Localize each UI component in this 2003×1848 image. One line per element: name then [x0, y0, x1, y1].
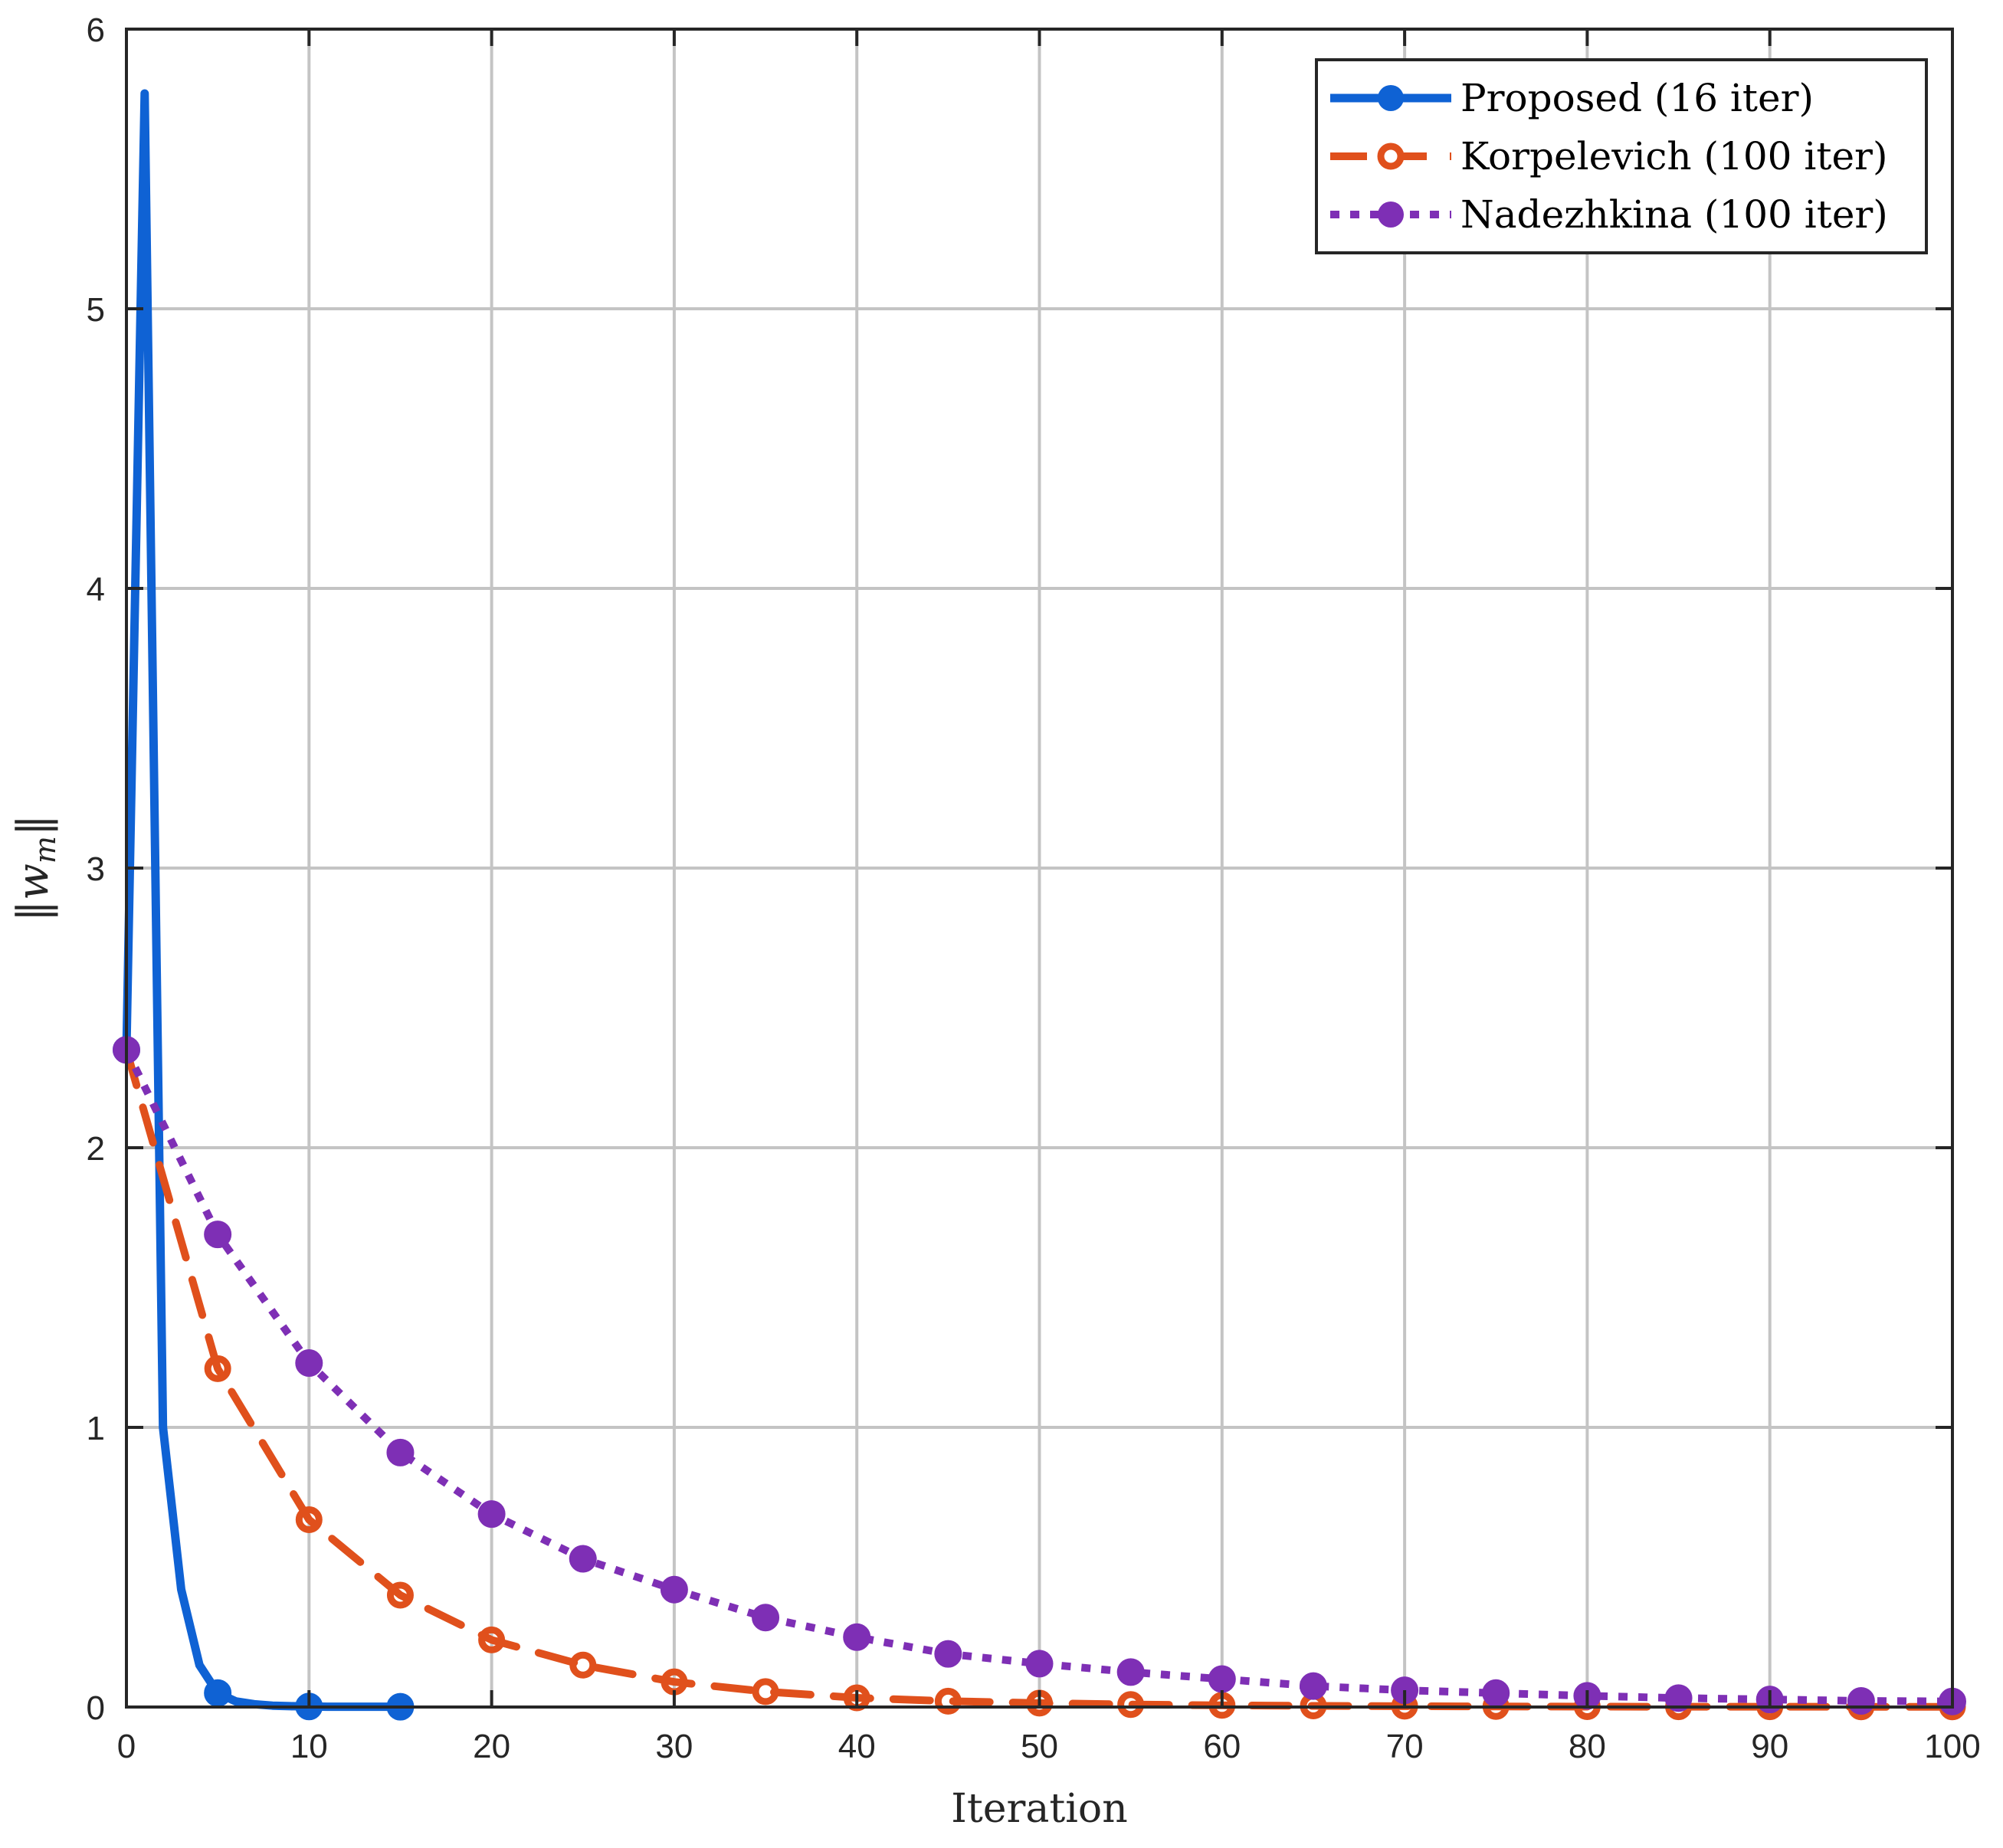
x-tick-label: 80 [1569, 1728, 1606, 1765]
data-point [1117, 1691, 1145, 1719]
x-tick-label: 100 [1924, 1728, 1980, 1765]
y-tick-label: 6 [87, 11, 105, 49]
series-proposed [113, 89, 415, 1721]
x-tick-label: 90 [1751, 1728, 1788, 1765]
legend-label: Proposed (16 iter) [1460, 76, 1814, 120]
data-point [204, 1679, 232, 1707]
x-tick-label: 40 [838, 1728, 876, 1765]
data-point [569, 1545, 597, 1573]
series-line-proposed [122, 89, 405, 1712]
y-axis-title-sub: m [28, 836, 62, 863]
data-point [1299, 1672, 1327, 1700]
data-point [295, 1506, 323, 1533]
legend-entry-nadezhkina: Nadezhkina (100 iter) [1330, 192, 1888, 237]
legend-swatch-marker [1378, 202, 1404, 228]
data-point [1847, 1686, 1875, 1715]
x-tick-label: 60 [1203, 1728, 1241, 1765]
data-point [1025, 1650, 1054, 1678]
x-tick-label: 10 [290, 1728, 328, 1765]
data-point [934, 1640, 962, 1668]
x-axis-title: Iteration [951, 1786, 1127, 1832]
data-point [386, 1438, 415, 1466]
data-point [660, 1575, 688, 1604]
y-tick-label: 3 [87, 850, 105, 888]
data-point [934, 1687, 962, 1715]
legend-label: Korpelevich (100 iter) [1460, 134, 1887, 179]
tick-labels: 0 10 20 30 40 50 60 70 80 90 100 0 1 2 3 4 5 6 [87, 11, 1981, 1765]
y-tick-label: 2 [87, 1130, 105, 1168]
data-point [1482, 1679, 1510, 1707]
legend-swatch-marker [1377, 143, 1405, 170]
y-tick-label: 5 [87, 291, 105, 329]
tick-marks [125, 28, 1954, 1709]
data-point [295, 1349, 323, 1378]
x-tick-label: 20 [473, 1728, 510, 1765]
x-tick-label: 70 [1386, 1728, 1424, 1765]
legend-entry-korpelevich: Korpelevich (100 iter) [1330, 134, 1887, 179]
data-point [1208, 1665, 1236, 1693]
legend: Proposed (16 iter) Korpelevich (100 iter)… [1315, 58, 1928, 254]
data-point [386, 1581, 414, 1609]
data-point [752, 1678, 779, 1705]
data-point [752, 1604, 780, 1632]
legend-swatch-marker [1378, 85, 1404, 111]
x-tick-label: 50 [1021, 1728, 1058, 1765]
data-point [204, 1355, 231, 1382]
y-tick-label: 1 [87, 1410, 105, 1447]
y-axis-title-bars-right: ‖ [8, 814, 58, 836]
legend-entry-proposed: Proposed (16 iter) [1330, 76, 1814, 120]
x-tick-label: 0 [117, 1728, 136, 1765]
y-axis-title-var: w [8, 863, 58, 900]
svg-text:‖wm‖: ‖wm‖ [8, 814, 62, 922]
data-point [478, 1626, 506, 1653]
data-point [569, 1651, 597, 1679]
x-tick-label: 30 [655, 1728, 693, 1765]
legend-label: Nadezhkina (100 iter) [1460, 192, 1888, 237]
y-axis-title-bars-left: ‖ [8, 900, 58, 922]
data-point [1664, 1684, 1693, 1712]
data-point [1116, 1658, 1145, 1686]
data-point [843, 1623, 871, 1651]
data-point [204, 1221, 232, 1249]
y-axis-title: ‖wm‖ [8, 814, 62, 922]
y-tick-label: 4 [87, 571, 105, 608]
y-tick-label: 0 [87, 1689, 105, 1727]
data-point [477, 1500, 506, 1529]
